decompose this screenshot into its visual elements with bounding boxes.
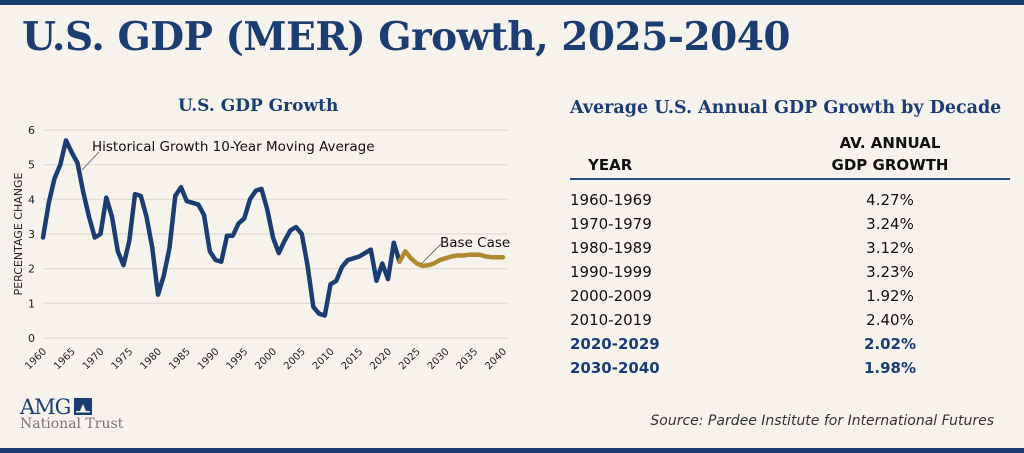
x-tick-label: 2025 — [397, 346, 423, 372]
row-year: 2020-2029 — [570, 335, 660, 353]
bottom-border — [0, 448, 1024, 453]
table-title: Average U.S. Annual GDP Growth by Decade — [570, 98, 1002, 118]
header-growth-line2: GDP GROWTH — [831, 156, 949, 174]
header-growth: AV. ANNUAL GDP GROWTH — [810, 132, 970, 176]
row-growth: 4.27% — [866, 191, 914, 209]
series-label-historical: Historical Growth 10-Year Moving Average — [92, 139, 375, 155]
row-year: 2000-2009 — [570, 287, 652, 305]
x-tick-label: 1985 — [167, 346, 193, 372]
x-tick-label: 2020 — [368, 346, 394, 372]
row-growth: 2.40% — [866, 311, 914, 329]
logo-text: AMG — [20, 395, 71, 419]
table-row: 2030-2040 1.98% — [570, 354, 1010, 378]
x-tick-label: 2000 — [253, 346, 279, 372]
table-row: 1990-1999 3.23% — [570, 258, 1010, 282]
y-tick-label: 4 — [28, 193, 35, 206]
x-tick-label: 2040 — [483, 346, 509, 372]
series-label-base-case: Base Case — [440, 235, 510, 251]
x-tick-label: 1995 — [225, 346, 251, 372]
row-growth: 1.98% — [863, 359, 917, 377]
row-growth: 2.02% — [863, 335, 917, 353]
table-row: 1960-1969 4.27% — [570, 186, 1010, 210]
table-row: 2000-2009 1.92% — [570, 282, 1010, 306]
y-tick-label: 5 — [28, 159, 35, 172]
series-line-base-case — [397, 249, 506, 269]
header-year: YEAR — [588, 156, 633, 174]
row-growth: 3.23% — [866, 263, 914, 281]
row-year: 1990-1999 — [570, 263, 652, 281]
row-growth: 3.12% — [866, 239, 914, 257]
logo-subtext: National Trust — [20, 416, 124, 432]
x-tick-label: 2035 — [455, 346, 481, 372]
amg-logo: AMG National Trust — [20, 395, 123, 432]
source-note: Source: Pardee Institute for Internation… — [650, 413, 994, 429]
row-year: 1960-1969 — [570, 191, 652, 209]
series-line-historical — [40, 138, 402, 318]
y-tick-label: 0 — [28, 332, 35, 345]
page-title: U.S. GDP (MER) Growth, 2025-2040 — [22, 14, 791, 60]
table-row: 1970-1979 3.24% — [570, 210, 1010, 234]
x-tick-label: 1975 — [110, 346, 136, 372]
top-border — [0, 0, 1024, 5]
row-growth: 3.24% — [866, 215, 914, 233]
table-header: YEAR AV. ANNUAL GDP GROWTH — [570, 130, 1010, 180]
y-axis-label: PERCENTAGE CHANGE — [12, 173, 25, 296]
x-tick-label: 1990 — [196, 346, 222, 372]
row-year: 1970-1979 — [570, 215, 652, 233]
decade-growth-table: YEAR AV. ANNUAL GDP GROWTH 1960-1969 4.27… — [570, 130, 1010, 378]
x-tick-label: 1980 — [138, 346, 164, 372]
row-year: 2010-2019 — [570, 311, 652, 329]
x-tick-label: 2015 — [340, 346, 366, 372]
y-tick-label: 2 — [28, 263, 35, 276]
row-year: 2030-2040 — [570, 359, 660, 377]
header-growth-line1: AV. ANNUAL — [839, 134, 941, 152]
annotation-leader-base-case — [420, 243, 442, 265]
chart-title: U.S. GDP Growth — [178, 96, 339, 116]
x-tick-label: 1965 — [52, 346, 78, 372]
row-growth: 1.92% — [866, 287, 914, 305]
table-row: 2010-2019 2.40% — [570, 306, 1010, 330]
row-year: 1980-1989 — [570, 239, 652, 257]
annotation-leader-historical — [81, 151, 100, 171]
x-tick-label: 2030 — [426, 346, 452, 372]
x-tick-label: 2005 — [282, 346, 308, 372]
x-tick-label: 1960 — [23, 346, 49, 372]
y-tick-label: 3 — [28, 228, 35, 241]
y-tick-label: 6 — [28, 124, 35, 137]
x-tick-label: 1970 — [81, 346, 107, 372]
x-tick-label: 2010 — [311, 346, 337, 372]
table-row: 1980-1989 3.12% — [570, 234, 1010, 258]
logo-mark-icon — [74, 398, 93, 415]
table-row: 2020-2029 2.02% — [570, 330, 1010, 354]
y-tick-label: 1 — [28, 297, 35, 310]
